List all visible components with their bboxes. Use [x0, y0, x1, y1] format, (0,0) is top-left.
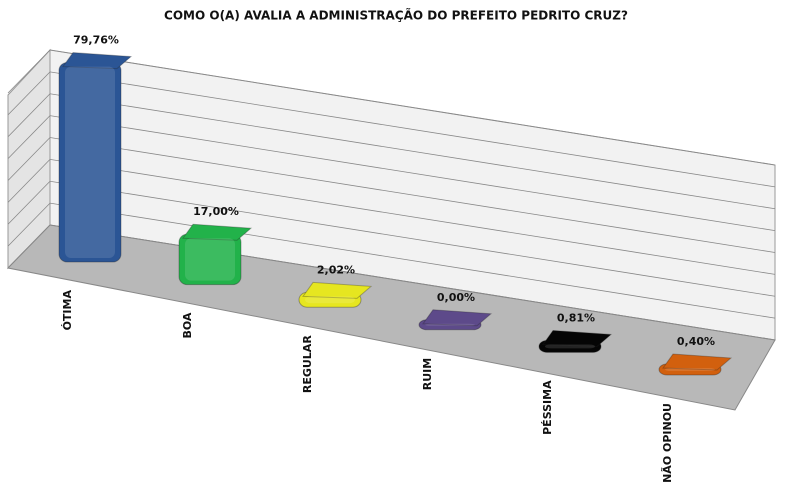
bar	[298, 281, 373, 308]
bar-part	[665, 368, 715, 371]
x-tick-label: NÃO OPINOU	[661, 403, 674, 483]
grid-line	[7, 137, 776, 253]
grid-line	[7, 180, 776, 297]
bar-part	[662, 353, 733, 371]
x-tick-label: RUIM	[421, 358, 434, 390]
x-tick-label: PÉSSIMA	[541, 380, 554, 435]
x-tick-label: BOA	[181, 312, 194, 338]
bar-part	[542, 329, 613, 347]
value-label: 0,40%	[677, 335, 715, 348]
chart-title: COMO O(A) AVALIA A ADMINISTRAÇÃO DO PREF…	[164, 8, 628, 23]
x-tick-label: REGULAR	[301, 335, 314, 393]
bar	[418, 309, 493, 331]
bar	[58, 52, 133, 263]
grid-line	[7, 158, 776, 275]
bar	[658, 353, 733, 376]
grid-line	[7, 49, 776, 166]
bar-part	[302, 281, 373, 299]
bar-part	[65, 66, 115, 258]
grid-line	[7, 71, 776, 188]
grid-line	[7, 224, 776, 341]
value-label: 0,81%	[557, 311, 595, 324]
value-label: 2,02%	[317, 263, 355, 276]
grid-line	[7, 202, 776, 319]
grid-line	[7, 115, 776, 232]
value-label: 79,76%	[73, 34, 119, 47]
bar-part	[545, 344, 595, 349]
bar-part	[305, 296, 355, 304]
bar	[538, 329, 613, 353]
value-label: 0,00%	[437, 291, 475, 304]
grid-line	[7, 93, 776, 210]
bar	[178, 223, 253, 286]
bar-part	[185, 238, 235, 281]
bar-part	[425, 323, 475, 326]
value-label: 17,00%	[193, 205, 239, 218]
x-tick-label: ÓTIMA	[61, 290, 74, 331]
bar-part	[182, 223, 253, 241]
bar-part	[422, 309, 493, 327]
bar-part	[62, 52, 133, 70]
